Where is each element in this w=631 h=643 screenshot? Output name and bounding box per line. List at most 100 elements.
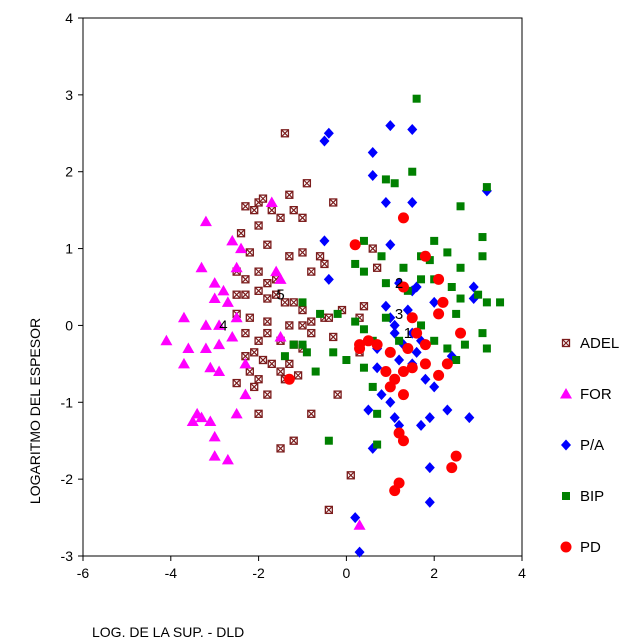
data-point	[324, 505, 333, 515]
legend-label: P/A	[580, 437, 604, 454]
data-point	[359, 363, 368, 372]
data-point	[182, 342, 195, 353]
data-point	[245, 367, 254, 376]
centroid-label: 1	[404, 325, 412, 342]
data-point	[270, 265, 283, 277]
legend: ADEL FOR P/A BIP PD	[560, 335, 619, 556]
data-point	[267, 205, 276, 215]
data-point	[258, 194, 268, 203]
data-point	[353, 519, 366, 530]
y-axis-title: LOGARITMO DEL ESPESOR	[27, 318, 43, 504]
data-point	[380, 300, 391, 312]
data-point	[416, 419, 427, 431]
data-point	[263, 294, 272, 303]
data-point	[482, 183, 491, 192]
data-point	[204, 361, 217, 373]
data-point	[274, 273, 287, 284]
data-point	[160, 334, 173, 346]
data-point	[389, 485, 401, 497]
data-point	[455, 327, 467, 339]
data-point	[381, 313, 390, 322]
data-point	[380, 366, 392, 378]
data-point	[456, 294, 465, 303]
data-point	[208, 450, 221, 461]
data-point	[319, 235, 330, 247]
data-point	[263, 390, 272, 399]
data-point	[433, 273, 445, 285]
data-point	[412, 94, 421, 103]
data-point	[443, 248, 452, 257]
data-point	[177, 311, 190, 323]
data-point	[208, 277, 221, 288]
x-tick-label: -6	[77, 565, 90, 581]
data-point	[298, 213, 307, 222]
data-point	[329, 198, 338, 207]
data-point	[213, 319, 226, 330]
data-point	[385, 239, 396, 251]
data-point	[221, 296, 234, 307]
y-tick-label: 0	[65, 317, 73, 333]
data-point	[232, 378, 241, 388]
data-point	[226, 330, 239, 342]
data-point	[381, 175, 390, 184]
data-point	[324, 436, 333, 445]
centroid-label: 2	[395, 275, 403, 292]
data-point	[349, 239, 361, 251]
data-point	[430, 336, 439, 345]
legend-item: PD	[560, 539, 601, 556]
data-point	[315, 252, 325, 261]
data-point	[195, 261, 208, 273]
centroid-labels: 1 2 3 4 5	[219, 275, 412, 342]
data-point	[433, 308, 445, 320]
data-point	[397, 389, 409, 401]
data-point	[232, 290, 241, 299]
data-point	[333, 309, 342, 318]
data-point	[329, 348, 338, 357]
data-point	[195, 411, 208, 423]
data-point	[420, 373, 431, 385]
data-point	[384, 346, 396, 358]
data-point	[274, 330, 287, 342]
data-point	[213, 338, 226, 350]
data-point	[239, 357, 252, 369]
data-point	[208, 292, 221, 304]
legend-item: BIP	[562, 488, 604, 505]
data-point	[403, 286, 412, 295]
data-point	[263, 317, 272, 326]
data-point	[368, 244, 377, 253]
x-tick-label: 2	[430, 565, 438, 581]
data-point	[302, 179, 312, 188]
series-for	[160, 196, 366, 530]
data-point	[245, 313, 254, 322]
data-point	[199, 319, 212, 330]
data-point	[417, 321, 426, 330]
data-point	[450, 450, 462, 462]
legend-item: P/A	[561, 437, 604, 454]
data-point	[424, 462, 435, 474]
data-point	[372, 362, 383, 374]
data-point	[250, 348, 259, 357]
data-point	[419, 358, 431, 370]
data-point	[263, 279, 272, 288]
data-point	[443, 344, 452, 353]
data-point	[285, 359, 294, 369]
data-point	[363, 404, 374, 416]
data-point	[289, 205, 298, 215]
legend-label: BIP	[580, 488, 604, 505]
data-point	[385, 120, 396, 132]
data-point	[307, 409, 316, 418]
data-point	[204, 415, 217, 426]
data-point	[230, 407, 243, 419]
data-point	[307, 267, 316, 276]
data-point	[389, 327, 400, 339]
x-tick-label: 4	[518, 565, 526, 581]
data-point	[452, 309, 461, 318]
data-point	[241, 328, 250, 338]
legend-marker	[560, 388, 572, 399]
data-point	[429, 296, 440, 308]
data-point	[446, 462, 458, 474]
data-point	[367, 147, 378, 158]
data-point	[381, 279, 390, 288]
data-point	[254, 286, 263, 295]
data-point	[346, 471, 355, 480]
